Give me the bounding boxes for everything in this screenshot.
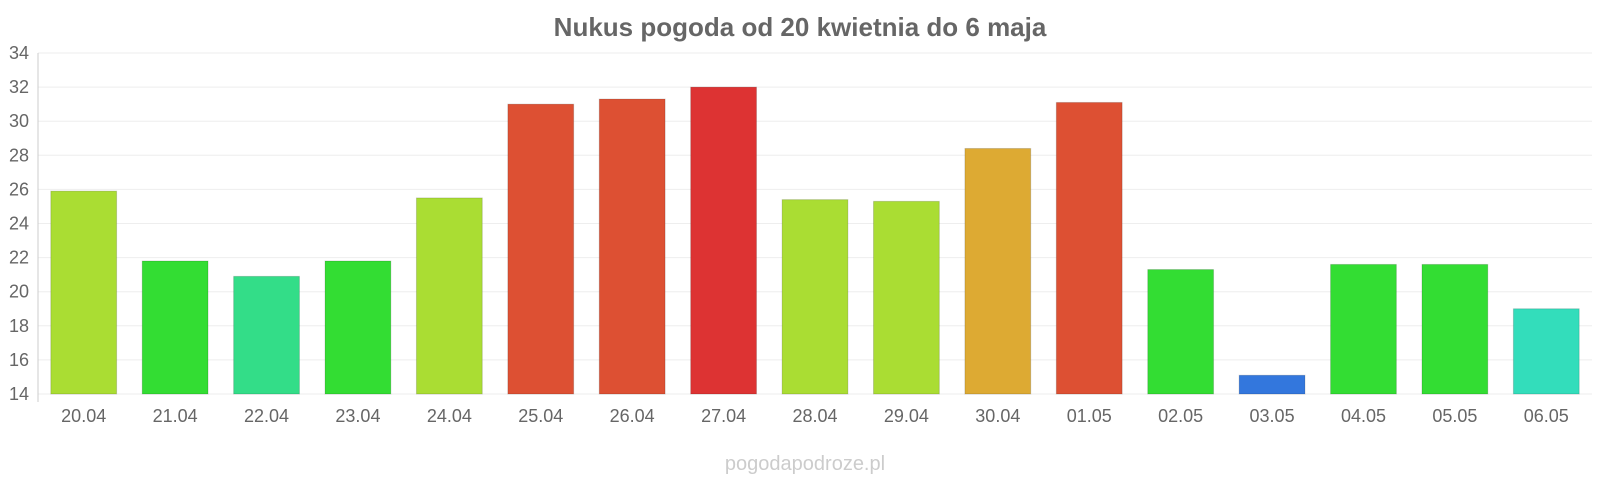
chart-title: Nukus pogoda od 20 kwietnia do 6 maja: [554, 12, 1047, 42]
bar-30.04: [964, 147, 1032, 395]
bar-23.04: [324, 260, 392, 395]
bar-24.04: [415, 197, 483, 395]
bar-03.05: [1238, 374, 1306, 395]
x-tick-label: 25.04: [518, 406, 563, 426]
bar-06.05: [1512, 308, 1580, 395]
y-tick-label: 32: [9, 77, 29, 97]
bar-20.04: [50, 190, 118, 395]
x-axis-ticks: 20.04 21.04 22.04 23.04 24.04 25.04 26.04 27.04…: [61, 406, 1569, 426]
x-tick-label: 01.05: [1067, 406, 1112, 426]
x-tick-label: 29.04: [884, 406, 929, 426]
x-tick-label: 06.05: [1524, 406, 1569, 426]
x-tick-label: 02.05: [1158, 406, 1203, 426]
bar-02.05: [1147, 269, 1215, 395]
bar-28.04: [781, 199, 849, 395]
x-tick-label: 28.04: [792, 406, 837, 426]
y-tick-label: 24: [9, 214, 29, 234]
y-tick-label: 22: [9, 248, 29, 268]
x-tick-label: 22.04: [244, 406, 289, 426]
x-tick-label: 05.05: [1432, 406, 1477, 426]
y-tick-label: 28: [9, 145, 29, 165]
bar-27.04: [690, 86, 757, 395]
x-tick-label: 04.05: [1341, 406, 1386, 426]
y-tick-label: 16: [9, 350, 29, 370]
y-tick-label: 26: [9, 179, 29, 199]
bar-04.05: [1330, 263, 1397, 395]
y-tick-label: 18: [9, 316, 29, 336]
x-tick-label: 24.04: [427, 406, 472, 426]
bar-01.05: [1055, 101, 1123, 395]
bars: [50, 86, 1580, 395]
y-axis-ticks: 14 16 18 20 22 24 26 28 30 32 34: [9, 43, 29, 404]
x-tick-label: 03.05: [1250, 406, 1295, 426]
bar-21.04: [141, 260, 209, 395]
x-tick-label: 27.04: [701, 406, 746, 426]
x-tick-label: 23.04: [335, 406, 380, 426]
y-tick-label: 20: [9, 282, 29, 302]
y-tick-label: 30: [9, 111, 29, 131]
bar-29.04: [873, 200, 940, 395]
bar-22.04: [233, 275, 300, 395]
bar-25.04: [507, 103, 575, 395]
y-tick-label: 34: [9, 43, 29, 63]
x-tick-label: 21.04: [153, 406, 198, 426]
x-tick-label: 30.04: [975, 406, 1020, 426]
x-tick-label: 20.04: [61, 406, 106, 426]
x-tick-label: 26.04: [610, 406, 655, 426]
y-tick-label: 14: [9, 384, 29, 404]
bar-26.04: [598, 98, 666, 395]
bar-05.05: [1421, 263, 1489, 395]
watermark: pogodapodroze.pl: [725, 453, 885, 475]
